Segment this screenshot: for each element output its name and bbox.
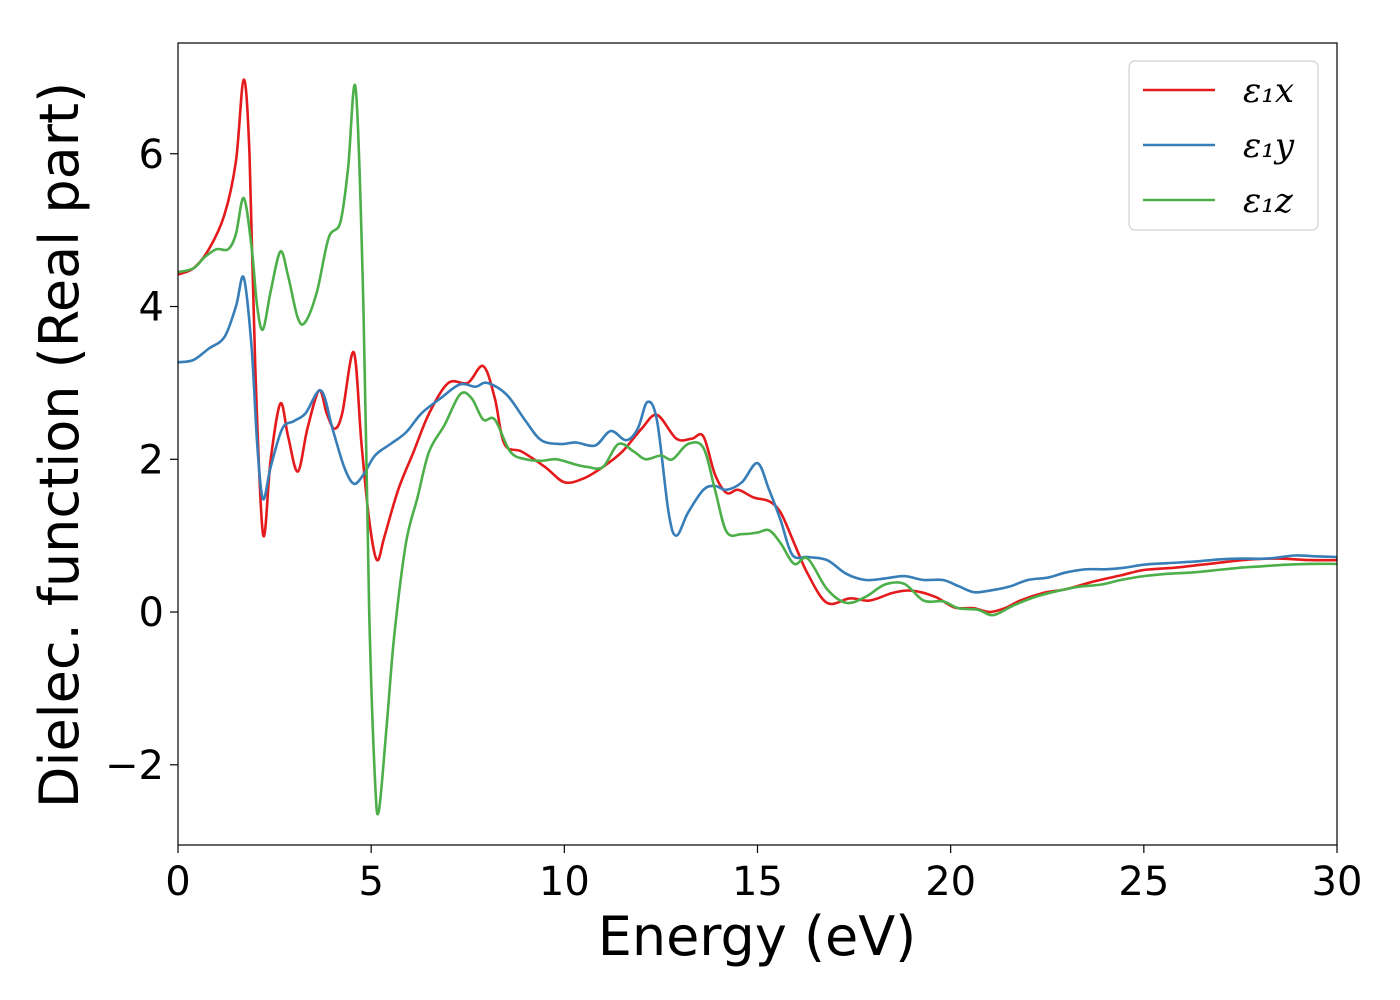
y-tick-label: 6	[139, 132, 164, 178]
x-tick-label: 0	[165, 859, 190, 905]
legend-frame	[1128, 60, 1319, 231]
y-axis-title: Dielec. function (Real part)	[28, 82, 91, 808]
x-tick-label: 30	[1312, 859, 1363, 905]
series-line-2	[177, 83, 1338, 816]
series-line-1	[177, 275, 1338, 594]
legend: ε₁x ε₁y ε₁z	[1128, 60, 1319, 231]
x-ticks: 0 5 10 15 20 25 30	[165, 845, 1362, 905]
x-tick-label: 5	[358, 859, 383, 905]
y-tick-label: 2	[139, 437, 164, 483]
legend-label-2: ε₁z	[1243, 181, 1294, 221]
legend-label-1: ε₁y	[1243, 126, 1295, 166]
x-tick-label: 20	[925, 859, 976, 905]
x-tick-label: 15	[732, 859, 783, 905]
x-tick-label: 25	[1118, 859, 1169, 905]
y-tick-label: 4	[139, 285, 164, 331]
series-layer	[177, 78, 1338, 816]
y-tick-label: 0	[139, 590, 164, 636]
y-tick-label: −2	[105, 743, 164, 789]
y-ticks: −2 0 2 4 6	[105, 132, 178, 789]
legend-label-0: ε₁x	[1243, 71, 1294, 111]
x-tick-label: 10	[539, 859, 590, 905]
x-axis-title: Energy (eV)	[598, 905, 917, 968]
